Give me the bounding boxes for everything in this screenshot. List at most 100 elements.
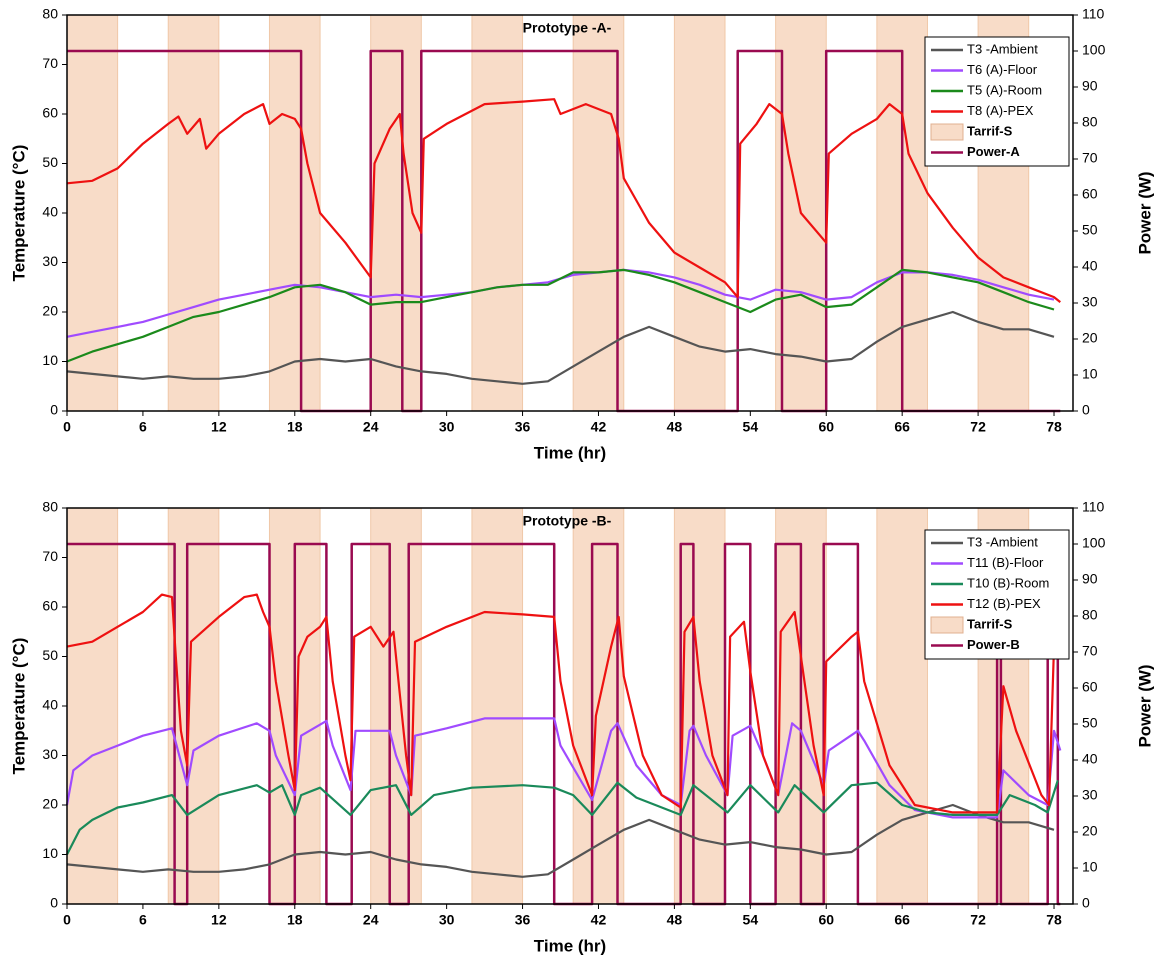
- y2-tick-label: 100: [1082, 42, 1106, 58]
- legend-label: T6 (A)-Floor: [967, 62, 1038, 77]
- legend-label: Tarrif-S: [967, 616, 1013, 631]
- y2-tick-label: 110: [1082, 499, 1105, 515]
- tariff-band: [471, 14, 524, 412]
- y-tick-label: 70: [42, 55, 58, 71]
- x-tick-label: 18: [287, 419, 303, 435]
- legend: T3 -Ambient T6 (A)-Floor T5 (A)-Room T8 (A)…: [924, 36, 1070, 167]
- legend-label: T10 (B)-Room: [967, 575, 1049, 590]
- y-tick-label: 0: [50, 402, 58, 418]
- x-tick-label: 24: [363, 912, 379, 928]
- tariff-band: [370, 14, 422, 412]
- y-tick-label: 0: [50, 895, 58, 911]
- y-axis-title: Temperature (°C): [9, 638, 28, 775]
- y2-tick-label: 40: [1082, 258, 1098, 274]
- y-tick-label: 80: [42, 6, 58, 22]
- y-tick-label: 60: [42, 105, 58, 121]
- y2-tick-label: 0: [1082, 895, 1090, 911]
- x-axis-title: Time (hr): [534, 443, 606, 462]
- y2-tick-label: 10: [1082, 859, 1098, 875]
- y2-tick-label: 80: [1082, 607, 1098, 623]
- y2-tick-label: 90: [1082, 571, 1098, 587]
- y2-tick-label: 20: [1082, 330, 1098, 346]
- y-tick-label: 80: [42, 499, 58, 515]
- x-tick-label: 12: [211, 419, 227, 435]
- y-tick-label: 20: [42, 796, 58, 812]
- y2-tick-label: 40: [1082, 751, 1098, 767]
- y2-tick-label: 10: [1082, 366, 1098, 382]
- legend-label: T8 (A)-PEX: [967, 103, 1034, 118]
- tariff-band: [572, 14, 625, 412]
- y2-tick-label: 50: [1082, 715, 1098, 731]
- legend-swatch: [930, 123, 964, 141]
- y2-tick-label: 60: [1082, 186, 1098, 202]
- tariff-band: [471, 507, 524, 905]
- y2-tick-label: 60: [1082, 679, 1098, 695]
- legend: T3 -Ambient T11 (B)-Floor T10 (B)-Room T12 …: [924, 529, 1070, 660]
- y2-tick-label: 80: [1082, 114, 1098, 130]
- y2-tick-label: 70: [1082, 150, 1098, 166]
- x-tick-label: 18: [287, 912, 303, 928]
- x-tick-label: 0: [63, 419, 71, 435]
- y-tick-label: 70: [42, 548, 58, 564]
- tariff-band: [167, 507, 220, 905]
- chart-title: Prototype -B-: [523, 513, 612, 529]
- legend-swatch: [930, 616, 964, 634]
- x-tick-label: 54: [743, 912, 759, 928]
- x-tick-label: 48: [667, 912, 683, 928]
- y2-tick-label: 20: [1082, 823, 1098, 839]
- y-tick-label: 10: [42, 352, 58, 368]
- x-tick-label: 12: [211, 912, 227, 928]
- temperature-line: [66, 779, 1059, 856]
- y-tick-label: 30: [42, 746, 58, 762]
- y-tick-label: 20: [42, 303, 58, 319]
- y-axis-title: Temperature (°C): [9, 145, 28, 282]
- x-tick-label: 72: [970, 419, 986, 435]
- x-tick-label: 42: [591, 912, 607, 928]
- tariff-band: [268, 14, 321, 412]
- y2-tick-label: 70: [1082, 643, 1098, 659]
- x-tick-label: 78: [1046, 912, 1062, 928]
- y-tick-label: 50: [42, 154, 58, 170]
- x-tick-label: 42: [591, 419, 607, 435]
- y-tick-label: 60: [42, 598, 58, 614]
- x-tick-label: 78: [1046, 419, 1062, 435]
- power-line: [67, 49, 1061, 413]
- temperature-line: [66, 803, 1055, 878]
- y-tick-label: 30: [42, 253, 58, 269]
- tariff-band: [66, 507, 119, 905]
- y2-tick-label: 100: [1082, 535, 1106, 551]
- temperature-line: [66, 593, 1062, 814]
- y2-tick-label: 110: [1082, 6, 1105, 22]
- legend-box: [924, 36, 1070, 167]
- x-tick-label: 66: [894, 419, 910, 435]
- x-tick-label: 6: [139, 419, 147, 435]
- x-tick-label: 72: [970, 912, 986, 928]
- y2-axis-title: Power (W): [1135, 664, 1154, 747]
- x-tick-label: 66: [894, 912, 910, 928]
- y2-tick-label: 30: [1082, 294, 1098, 310]
- x-tick-label: 0: [63, 912, 71, 928]
- y2-tick-label: 90: [1082, 78, 1098, 94]
- temperature-line: [66, 310, 1055, 385]
- legend-label: Power-A: [967, 144, 1020, 159]
- tariff-band: [673, 14, 726, 412]
- x-tick-label: 60: [818, 912, 834, 928]
- y2-tick-label: 30: [1082, 787, 1098, 803]
- legend-label: Power-B: [967, 637, 1020, 652]
- x-tick-label: 30: [439, 912, 455, 928]
- x-tick-label: 54: [743, 419, 759, 435]
- x-tick-label: 60: [818, 419, 834, 435]
- y2-tick-label: 50: [1082, 222, 1098, 238]
- y-tick-label: 50: [42, 647, 58, 663]
- x-tick-label: 48: [667, 419, 683, 435]
- x-axis-title: Time (hr): [534, 936, 606, 955]
- y-tick-label: 40: [42, 204, 58, 220]
- legend-label: T5 (A)-Room: [967, 82, 1042, 97]
- legend-label: Tarrif-S: [967, 123, 1013, 138]
- tariff-band: [66, 14, 119, 412]
- x-tick-label: 36: [515, 419, 531, 435]
- x-tick-label: 6: [139, 912, 147, 928]
- x-tick-label: 36: [515, 912, 531, 928]
